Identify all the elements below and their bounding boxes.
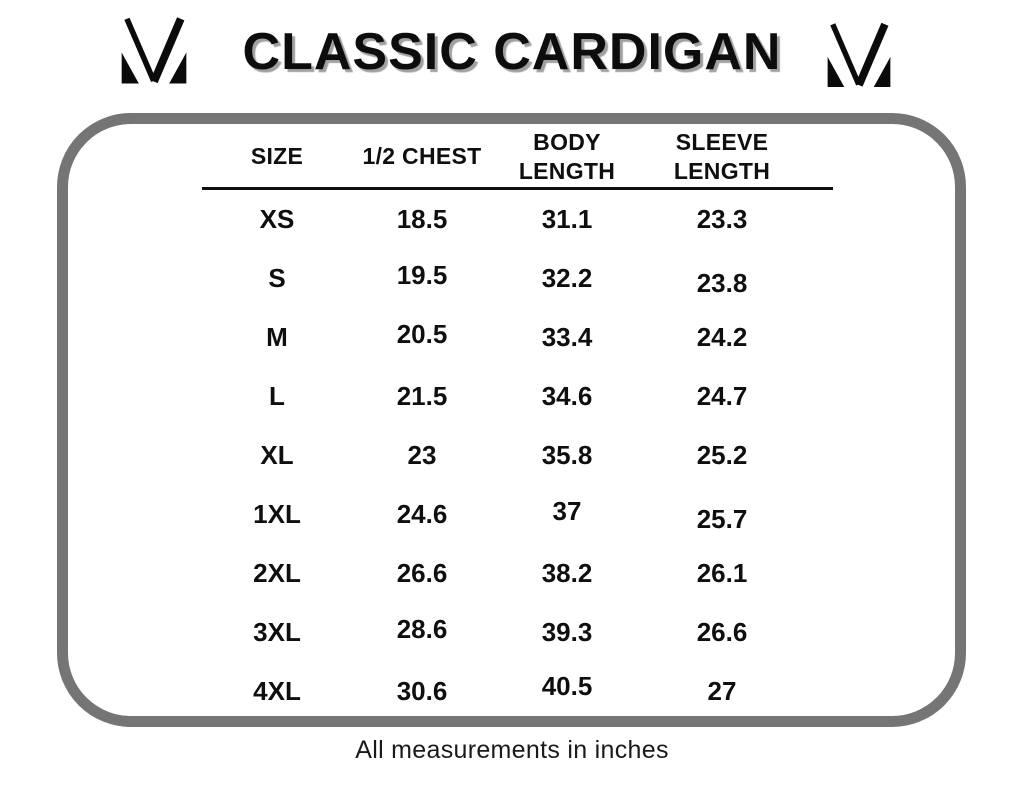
column-header-half-chest: 1/2 CHEST [362,143,482,170]
sleeve-length-cell: 26.1 [696,558,748,588]
sleeve-length-cell: 23.8 [696,268,748,298]
size-cell: 2XL [253,558,301,588]
page-title: CLASSIC CARDIGAN [242,23,782,81]
column-header-body-length: BODY LENGTH [518,128,616,184]
half-chest-cell: 24.6 [396,499,448,529]
table-body: XS 18.5 31.1 23.3 S 19.5 32.2 23.8 M 20.… [202,190,842,721]
half-chest-cell: 21.5 [396,381,448,411]
body-length-cell: 37 [552,496,582,526]
header-divider-line [202,187,833,190]
sleeve-length-cell: 25.7 [696,504,748,534]
table-row-1xl: 1XL 24.6 37 25.7 [202,485,842,544]
column-header-sleeve-length: SLEEVE LENGTH [673,128,771,184]
half-chest-cell: 26.6 [396,558,448,588]
size-cell: 1XL [253,499,301,529]
half-chest-cell: 28.6 [396,614,448,644]
table-row-xs: XS 18.5 31.1 23.3 [202,190,842,249]
body-length-cell: 33.4 [541,322,593,352]
body-length-cell: 40.5 [541,671,593,701]
size-cell: XS [259,204,295,234]
size-cell: S [268,263,286,293]
half-chest-cell: 20.5 [396,319,448,349]
size-cell: 4XL [253,676,301,706]
body-length-cell: 39.3 [541,617,593,647]
measurements-footnote: All measurements in inches [355,736,669,764]
body-length-cell: 35.8 [541,440,593,470]
table-row-xl: XL 23 35.8 25.2 [202,426,842,485]
sleeve-length-cell: 25.2 [696,440,748,470]
size-cell: XL [260,440,294,470]
table-row-2xl: 2XL 26.6 38.2 26.1 [202,544,842,603]
column-header-size: SIZE [250,143,304,170]
half-chest-cell: 18.5 [396,204,448,234]
table-row-3xl: 3XL 28.6 39.3 26.6 [202,603,842,662]
sleeve-length-cell: 24.2 [696,322,748,352]
m-monogram-logo-left-icon [121,17,187,84]
size-cell: 3XL [253,617,301,647]
sleeve-length-cell: 27 [707,676,737,706]
size-cell: L [269,381,285,411]
size-chart-panel-border [57,113,966,727]
sleeve-length-cell: 24.7 [696,381,748,411]
half-chest-cell: 19.5 [396,260,448,290]
body-length-cell: 38.2 [541,558,593,588]
table-header-row: SIZE 1/2 CHEST BODY LENGTH SLEEVE LENGTH [202,126,842,187]
table-row-l: L 21.5 34.6 24.7 [202,367,842,426]
table-row-4xl: 4XL 30.6 40.5 27 [202,662,842,721]
half-chest-cell: 30.6 [396,676,448,706]
size-table: SIZE 1/2 CHEST BODY LENGTH SLEEVE LENGTH… [202,126,842,721]
half-chest-cell: 23 [407,440,437,470]
sleeve-length-cell: 26.6 [696,617,748,647]
body-length-cell: 34.6 [541,381,593,411]
m-monogram-logo-right-icon [826,23,892,87]
body-length-cell: 32.2 [541,263,593,293]
body-length-cell: 31.1 [541,204,593,234]
sleeve-length-cell: 23.3 [696,204,748,234]
table-row-s: S 19.5 32.2 23.8 [202,249,842,308]
size-cell: M [266,322,288,352]
table-row-m: M 20.5 33.4 24.2 [202,308,842,367]
